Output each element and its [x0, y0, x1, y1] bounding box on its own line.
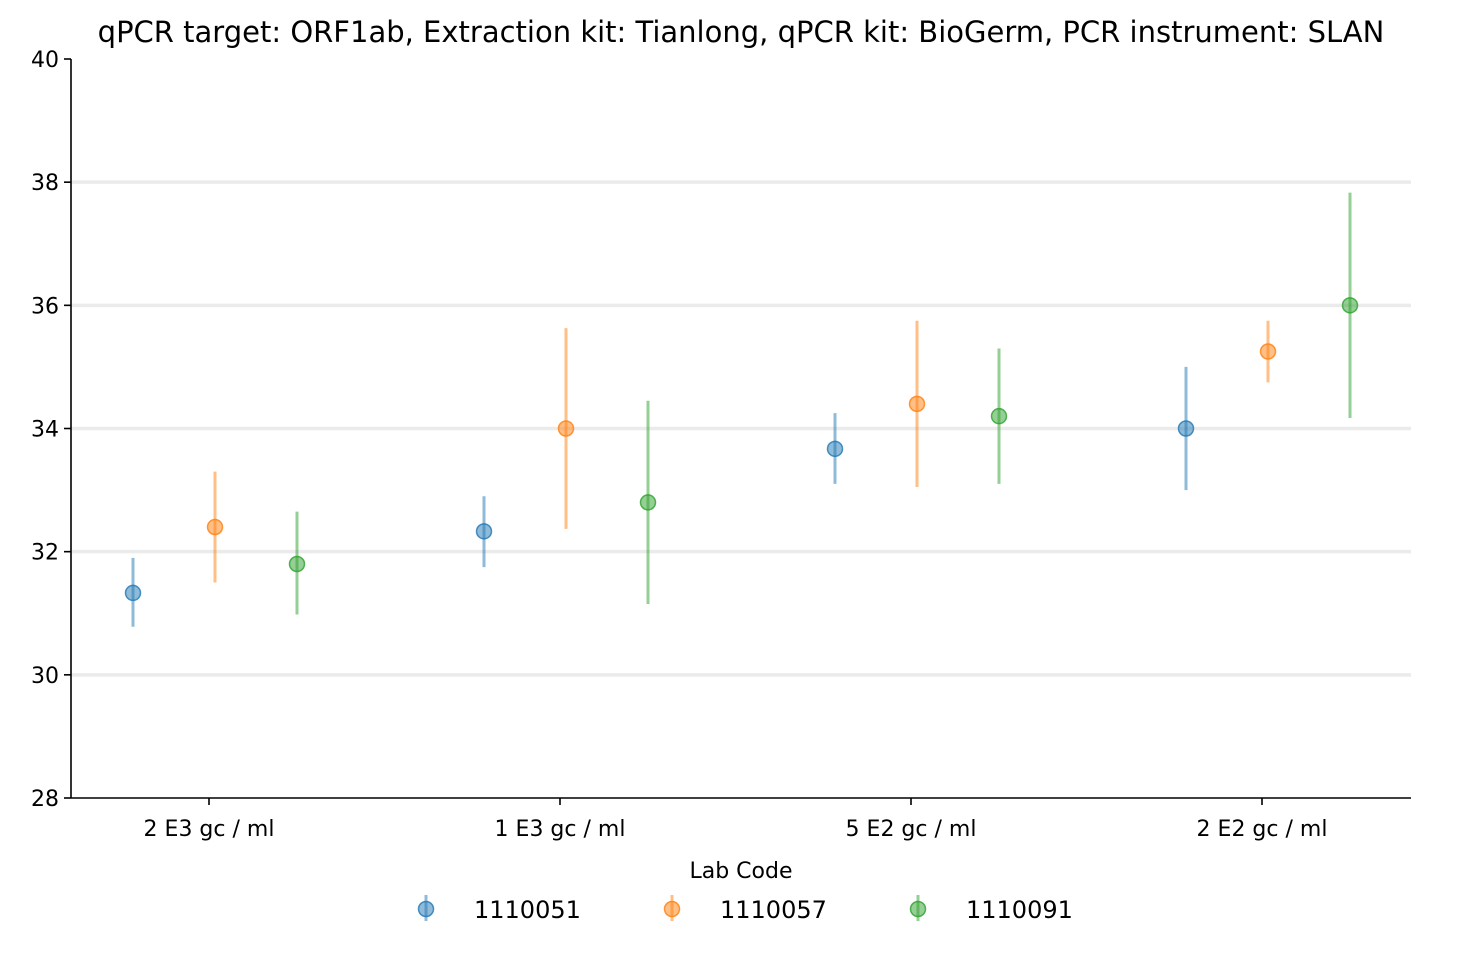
data-point	[639, 494, 657, 511]
x-tick-label: 1 E3 gc / ml	[495, 817, 626, 842]
chart-title: qPCR target: ORF1ab, Extraction kit: Tia…	[98, 15, 1385, 49]
data-point	[990, 407, 1008, 425]
data-point	[1341, 297, 1359, 314]
y-tick-label: 34	[31, 418, 59, 443]
y-tick-label: 36	[31, 294, 59, 319]
x-tick-label: 2 E3 gc / ml	[144, 817, 275, 842]
y-ticks: 28 30 32 34 36 38 40	[31, 48, 71, 812]
data-point	[557, 420, 575, 437]
y-tick-label: 38	[31, 171, 59, 196]
series-1110051	[124, 366, 1195, 627]
data-point	[288, 555, 306, 573]
legend-marker	[663, 900, 681, 918]
data-point	[908, 395, 926, 413]
grid-lines	[71, 180, 1411, 677]
legend-item-1110057: 1110057	[663, 895, 827, 924]
legend: Lab Code 1110051 1110057 1110091	[417, 859, 1073, 924]
data-point	[826, 440, 844, 458]
x-ticks: 2 E3 gc / ml 1 E3 gc / ml 5 E2 gc / ml 2 E2…	[144, 798, 1328, 842]
legend-title: Lab Code	[689, 859, 792, 884]
x-tick-label: 2 E2 gc / ml	[1197, 817, 1328, 842]
legend-marker	[417, 900, 435, 918]
legend-marker	[909, 900, 927, 918]
legend-label: 1110091	[966, 896, 1073, 924]
legend-item-1110051: 1110051	[417, 895, 581, 924]
data-marks	[124, 192, 1359, 627]
data-point	[206, 518, 224, 536]
data-point	[1259, 343, 1277, 360]
data-point	[124, 584, 142, 602]
legend-label: 1110057	[720, 896, 827, 924]
legend-item-1110091: 1110091	[909, 895, 1073, 924]
series-1110091	[288, 192, 1359, 615]
y-tick-label: 28	[31, 787, 59, 812]
data-point	[475, 523, 493, 540]
legend-label: 1110051	[474, 896, 581, 924]
x-tick-label: 5 E2 gc / ml	[846, 817, 977, 842]
y-tick-label: 32	[31, 541, 59, 566]
y-tick-label: 40	[31, 48, 59, 73]
y-tick-label: 30	[31, 664, 59, 689]
data-point	[1177, 420, 1195, 437]
series-1110057	[206, 320, 1277, 583]
